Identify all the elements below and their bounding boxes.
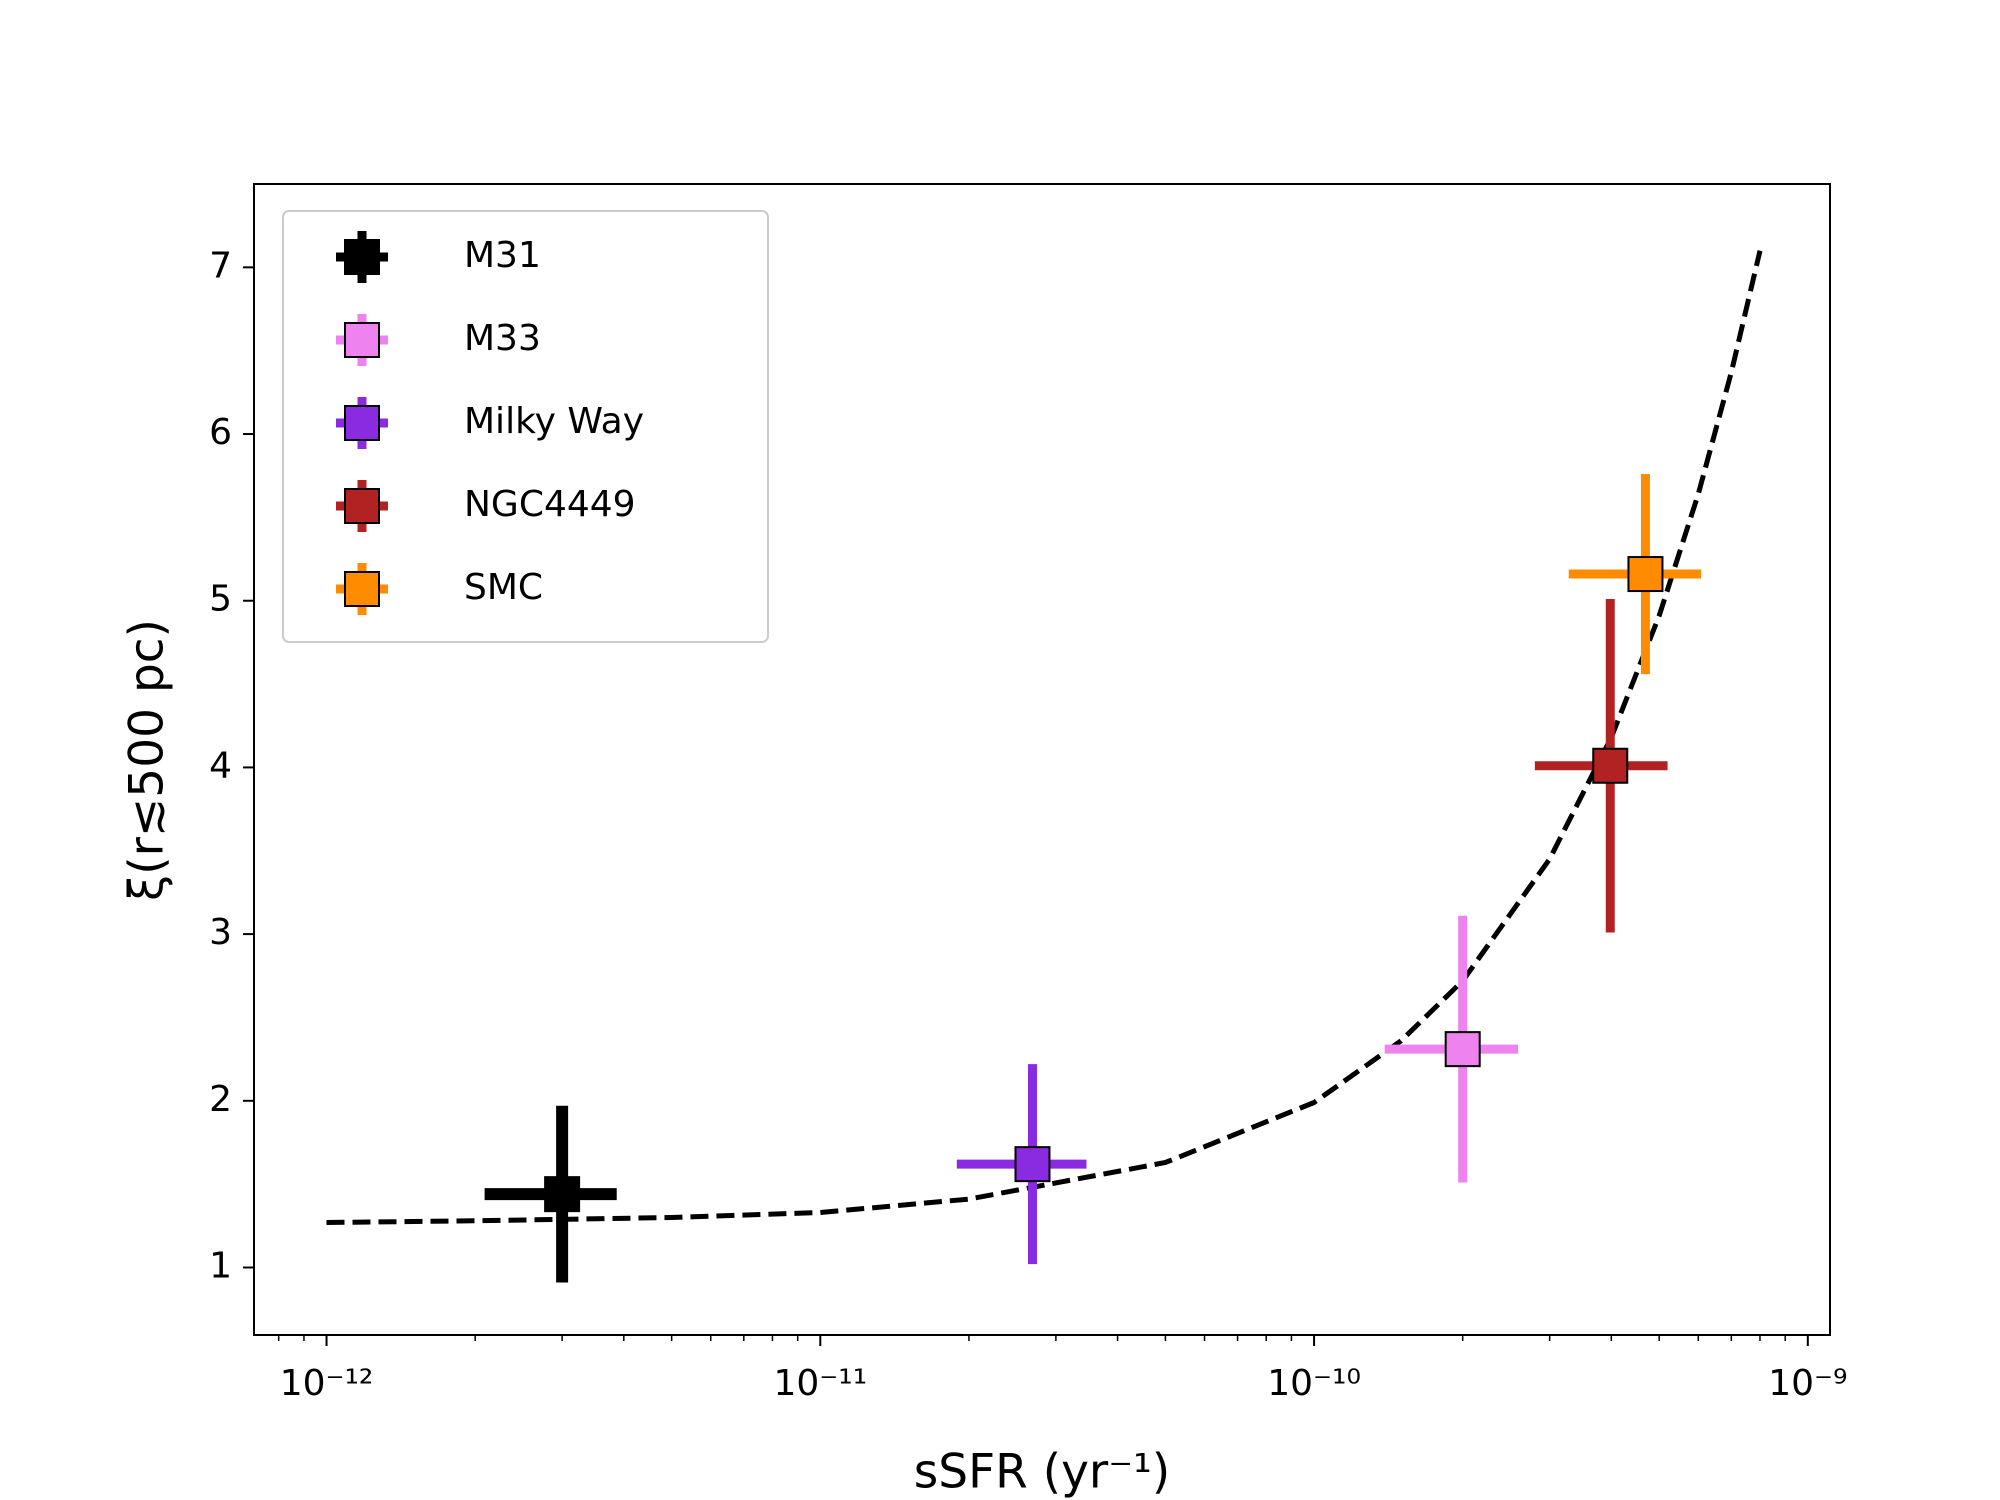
- legend-label: M31: [464, 235, 541, 276]
- point: [544, 1176, 581, 1213]
- legend-box: [282, 210, 769, 643]
- legend-marker: [344, 239, 380, 275]
- x-tick-label: 10⁻⁹: [1768, 1363, 1847, 1404]
- x-axis-label: sSFR (yr⁻¹): [914, 1445, 1170, 1500]
- fit-line: [326, 250, 1763, 1225]
- legend-label: M33: [464, 318, 541, 359]
- y-tick-label: 2: [209, 1079, 232, 1120]
- point: [1444, 1031, 1481, 1068]
- x-tick-label: 10⁻¹⁰: [1267, 1363, 1361, 1404]
- legend-marker: [344, 571, 380, 607]
- legend: M31 M33 Milky Way NGC4449 SMC: [282, 210, 769, 643]
- plot-frame: [253, 183, 1831, 1336]
- y-axis-label: ξ(r≲500 pc): [120, 619, 175, 901]
- x-tick-label: 10⁻¹¹: [773, 1363, 867, 1404]
- legend-marker: [344, 405, 380, 441]
- point: [1014, 1146, 1051, 1183]
- legend-label: Milky Way: [464, 401, 644, 442]
- point: [1627, 556, 1664, 593]
- legend-label: SMC: [464, 567, 543, 608]
- y-tick-label: 3: [209, 912, 232, 953]
- legend-label: NGC4449: [464, 484, 636, 525]
- y-tick-label: 5: [209, 579, 232, 620]
- y-tick-label: 6: [209, 412, 232, 453]
- legend-marker: [344, 488, 380, 524]
- x-tick-label: 10⁻¹²: [280, 1363, 374, 1404]
- y-tick-label: 7: [209, 245, 232, 286]
- y-tick-label: 4: [209, 745, 232, 786]
- point: [1592, 747, 1629, 784]
- y-tick-label: 1: [209, 1245, 232, 1286]
- legend-marker: [344, 322, 380, 358]
